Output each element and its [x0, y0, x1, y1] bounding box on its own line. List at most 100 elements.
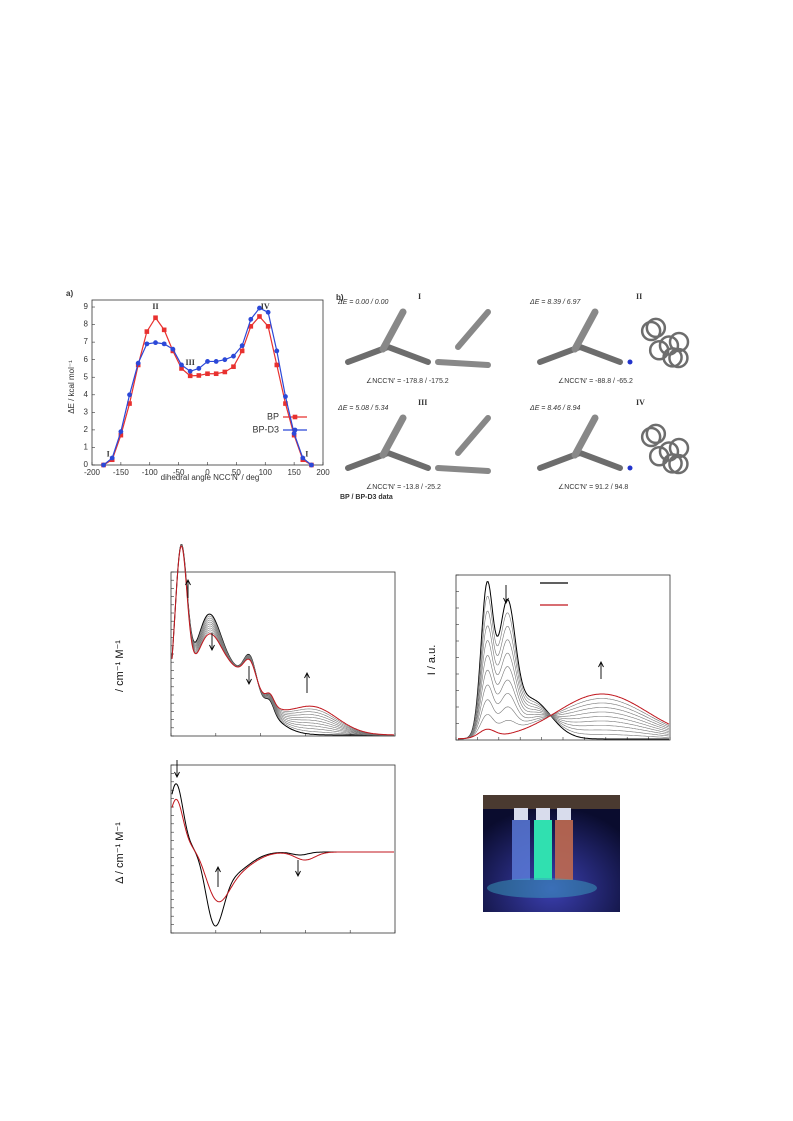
x-tick-label: 50: [232, 468, 241, 477]
y-axis-label: / cm⁻¹ M⁻¹: [114, 640, 126, 692]
difference-panel: Δ / cm⁻¹ M⁻¹: [114, 760, 396, 934]
spectrum-curve: [458, 684, 670, 740]
ring: [645, 423, 667, 445]
spectrum-curve: [458, 655, 670, 740]
molecule-bond: [537, 449, 623, 471]
arrow-head: [174, 771, 180, 779]
plot-frame: [170, 571, 396, 737]
annotation: IV: [261, 302, 270, 311]
y-tick-label: 2: [84, 425, 89, 434]
x-tick-label: 200: [316, 468, 330, 477]
molecule-bond: [537, 343, 623, 365]
y-tick-label: 4: [84, 390, 89, 399]
point: [213, 359, 219, 364]
molecule-arm: [571, 414, 599, 459]
spectrum-curve: [458, 693, 670, 740]
vial: [555, 820, 573, 880]
point: [144, 329, 150, 334]
arrow-head: [215, 865, 221, 873]
photo: [483, 795, 620, 912]
conformer-numeral: I: [418, 292, 421, 301]
point: [205, 371, 210, 377]
point: [222, 369, 228, 375]
spectrum-curve: [171, 544, 394, 736]
panel-label: a): [66, 289, 73, 298]
point: [153, 340, 158, 346]
reflection: [487, 878, 597, 898]
arrow-head: [598, 660, 604, 668]
point: [205, 359, 210, 364]
annotation: II: [152, 302, 158, 311]
point: [161, 327, 167, 333]
point: [231, 364, 236, 370]
point: [231, 353, 236, 359]
series-line: [103, 315, 312, 466]
conformer-numeral: III: [418, 398, 427, 407]
point: [213, 371, 219, 377]
spectrum-curve: [458, 610, 670, 740]
spectrum-curve: [458, 595, 669, 740]
spectrum-curve: [171, 544, 394, 736]
vial-cap: [557, 808, 571, 820]
arrow-head: [503, 597, 509, 605]
point: [170, 346, 176, 352]
angle-label: ∠NCC'N' = -178.8 / -175.2: [366, 377, 449, 385]
point: [248, 316, 254, 322]
point: [283, 401, 288, 406]
conformer-numeral: IV: [636, 398, 645, 407]
point: [109, 455, 115, 461]
x-tick-label: 150: [287, 468, 301, 477]
plot-frame: [91, 299, 324, 466]
point: [248, 324, 254, 329]
point: [101, 462, 106, 468]
spectrum-curve: [171, 545, 394, 736]
series-line: [103, 307, 312, 466]
spectrum-curve: [458, 669, 670, 740]
ring: [648, 445, 670, 467]
legend-label: BP-D3: [252, 424, 279, 434]
arrow-head: [209, 644, 215, 652]
molecule-arm: [571, 308, 599, 353]
point: [257, 314, 262, 319]
curves: [170, 760, 396, 934]
y-tick-label: 1: [84, 443, 89, 452]
plot-frame: [170, 764, 396, 934]
ring: [645, 317, 667, 339]
vial: [534, 820, 552, 880]
point: [179, 362, 184, 368]
point: [274, 348, 280, 354]
point: [222, 357, 228, 363]
vial: [512, 820, 530, 880]
energy-label: ΔE = 0.00 / 0.00: [337, 299, 389, 306]
annotation: I: [107, 449, 110, 458]
spectrum-curve: [458, 581, 669, 740]
spectrum-curve: [171, 544, 394, 736]
ring: [668, 453, 689, 475]
point: [265, 309, 271, 315]
vial-cap: [536, 808, 550, 820]
y-tick-label: 9: [84, 302, 89, 311]
point: [274, 362, 280, 368]
panel-a: a) dihedral angle NCC'N' / deg ΔE / kcal…: [66, 289, 330, 482]
x-tick-label: 100: [259, 468, 273, 477]
angle-label: ∠NCC'N' = -13.8 / -25.2: [366, 483, 441, 491]
angle-label: ∠NCC'N' = 91.2 / 94.8: [558, 483, 628, 491]
curves: [170, 544, 396, 737]
legend-marker: [292, 414, 298, 420]
energy-label: ΔE = 8.39 / 6.97: [529, 299, 582, 306]
spectrum-curve: [457, 625, 670, 740]
ring: [648, 339, 670, 361]
molecule-bond: [345, 449, 431, 471]
y-tick-label: 0: [84, 460, 89, 469]
point: [179, 366, 184, 371]
photo-wall: [483, 795, 620, 809]
panel-label: b): [336, 293, 344, 302]
energy-label: ΔE = 5.08 / 5.34: [337, 405, 389, 412]
x-tick-label: 0: [205, 468, 210, 477]
legend-label: BP: [267, 411, 279, 421]
point: [118, 429, 124, 435]
molecule-arm: [379, 308, 407, 353]
spectrum-curve: [171, 544, 394, 736]
point: [187, 368, 193, 374]
